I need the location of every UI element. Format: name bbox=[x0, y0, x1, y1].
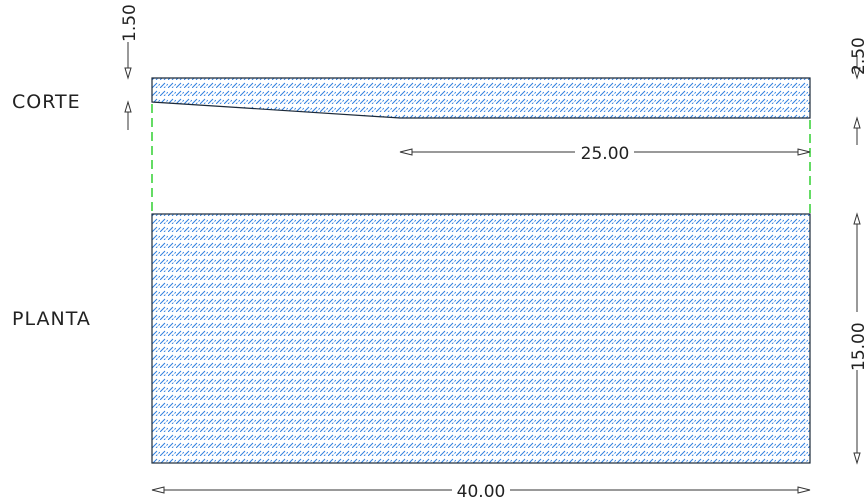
plan-outline bbox=[151, 213, 811, 464]
section-hatch bbox=[152, 78, 810, 118]
right-depth-text: 2.50 bbox=[849, 37, 865, 75]
corte-label: CORTE bbox=[12, 91, 81, 113]
plan-width-text: 15.00 bbox=[849, 322, 865, 371]
plan-width-dimension: 15.00 bbox=[849, 212, 865, 465]
slope-length-dimension: 25.00 bbox=[399, 144, 811, 164]
left-depth-text: 1.50 bbox=[120, 4, 140, 42]
planta-label: PLANTA bbox=[12, 308, 91, 330]
plan-hatch bbox=[152, 214, 810, 463]
right-depth-dimension: 2.50 bbox=[849, 37, 865, 145]
slope-length-text: 25.00 bbox=[581, 144, 630, 164]
left-depth-dimension: 1.50 bbox=[120, 4, 140, 130]
section-outline bbox=[151, 77, 811, 119]
plan-length-text: 40.00 bbox=[457, 482, 506, 500]
plan-length-dimension: 40.00 bbox=[151, 482, 811, 500]
